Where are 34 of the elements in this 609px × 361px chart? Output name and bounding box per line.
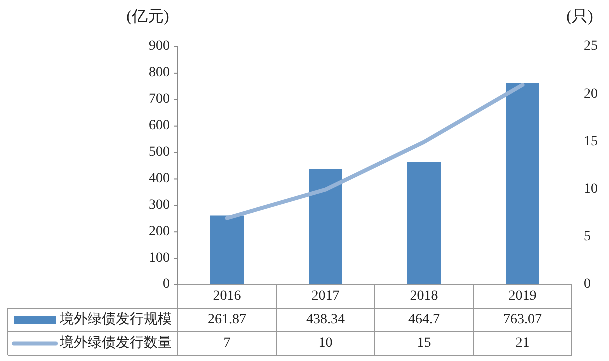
y-tick-label: 700 [149, 92, 170, 108]
data-label: 438.34 [306, 312, 345, 328]
y-tick-label: 600 [149, 118, 170, 134]
y2-tick-label: 10 [584, 182, 598, 198]
data-label: 21 [516, 336, 530, 351]
x-tick-label: 2017 [312, 288, 340, 304]
data-label: 7 [224, 336, 231, 351]
data-label: 10 [318, 336, 333, 351]
data-label: 464.7 [408, 312, 440, 328]
y2-tick-label: 20 [584, 86, 598, 102]
data-label: 763.07 [504, 312, 542, 328]
y-tick-label: 300 [149, 198, 170, 213]
x-tick-label: 2019 [508, 288, 537, 304]
legend-label: 境外绿债发行数量 [59, 334, 172, 351]
x-tick-label: 2016 [213, 288, 242, 304]
y-tick-label: 800 [149, 66, 170, 81]
y-tick-label: 0 [163, 277, 170, 292]
y-tick-label: 200 [149, 224, 170, 240]
legend-label: 境外绿债发行规模 [59, 311, 172, 328]
y2-tick-label: 5 [584, 230, 591, 245]
y2-tick-label: 15 [584, 134, 598, 150]
legend: 境外绿债发行规模 [14, 312, 172, 328]
y2-tick-label: 0 [584, 277, 591, 292]
y-tick-label: 900 [149, 39, 170, 54]
data-label: 261.87 [208, 312, 246, 328]
y-axis-title: (亿元) [126, 8, 170, 26]
y2-tick-label: 25 [584, 39, 598, 54]
y-tick-label: 400 [149, 171, 170, 186]
y-tick-label: 500 [149, 144, 170, 160]
legend: 境外绿债发行数量 [12, 336, 172, 351]
data-label: 15 [417, 336, 432, 351]
x-tick-label: 2018 [410, 288, 438, 304]
y2-axis-title: (只) [566, 8, 594, 26]
y-tick-label: 100 [149, 250, 170, 266]
